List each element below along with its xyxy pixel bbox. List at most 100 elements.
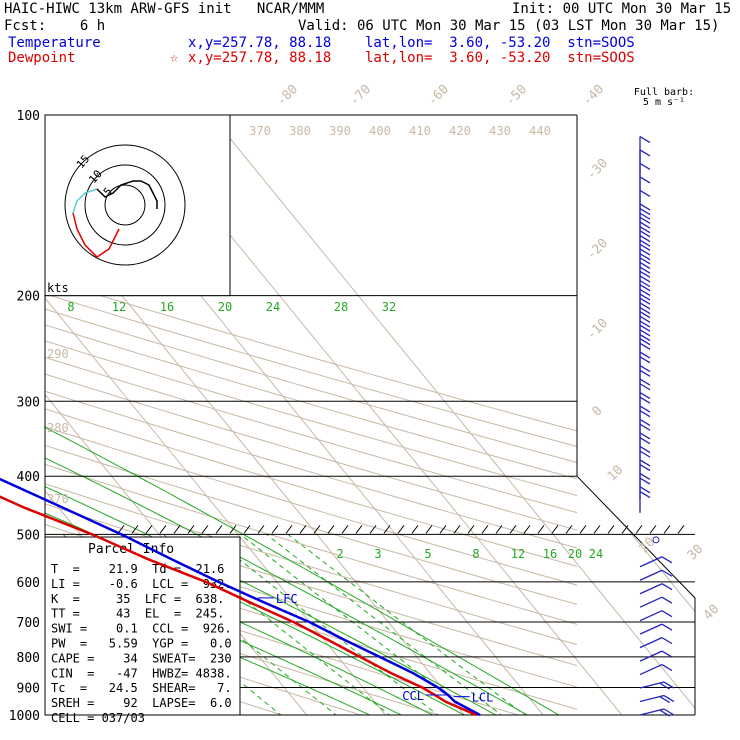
parcel-info-title: Parcel Info	[88, 542, 174, 557]
wind-barb-flag	[639, 257, 651, 265]
parcel-info-row: CIN = -47 HWBZ= 4838.	[51, 666, 232, 680]
dry-adiabat-line	[45, 503, 577, 667]
wind-barb-flag	[661, 596, 673, 604]
pressure-label: 400	[17, 470, 40, 485]
theta-label: 290	[47, 347, 69, 361]
hatch-tick	[551, 525, 559, 534]
wind-barb-flag	[661, 556, 673, 564]
wind-barb-flag	[639, 226, 651, 234]
theta-label: 430	[489, 124, 511, 138]
pressure-label: 800	[17, 651, 40, 666]
wind-barb-flag	[639, 189, 651, 197]
parcel-info-row: K = 35 LFC = 638.	[51, 592, 224, 606]
theta-label: 370	[249, 124, 271, 138]
wind-barb-flag	[661, 623, 673, 631]
moist-adiabat-label: 24	[266, 300, 280, 314]
model-title: HAIC-HIWC 13km ARW-GFS init NCAR/MMM	[4, 1, 325, 17]
hatch-tick	[635, 525, 643, 534]
isotherm-line	[45, 297, 386, 715]
hatch-tick	[453, 525, 461, 534]
hatch-tick	[187, 525, 195, 534]
wind-barb-flag	[639, 320, 651, 328]
mixing-ratio-label: 8	[472, 547, 479, 561]
hatch-tick	[215, 525, 223, 534]
hatch-tick	[369, 525, 377, 534]
moist-adiabat-label: 28	[334, 300, 348, 314]
mixing-ratio-line	[207, 534, 439, 715]
wind-barb-flag	[639, 216, 651, 224]
wind-barb-flag	[663, 708, 675, 716]
hatch-tick	[509, 525, 517, 534]
moist-adiabat-label: 12	[112, 300, 126, 314]
wind-barb-flag	[639, 365, 651, 373]
parcel-info-row: T = 21.9 Td = 21.6	[51, 562, 224, 576]
parcel-info-row: CELL = 037/03	[51, 711, 145, 725]
hatch-tick	[467, 525, 475, 534]
wind-barb-flag	[659, 709, 671, 717]
theta-label: 390	[329, 124, 351, 138]
hatch-tick	[649, 525, 657, 534]
dry-adiabat-line	[45, 612, 363, 715]
isotherm-label: -70	[347, 82, 374, 109]
pressure-label: 500	[17, 528, 40, 543]
mixing-ratio-label: 24	[589, 547, 603, 561]
wind-barb-flag	[639, 342, 651, 350]
wind-barb-column: Full barb:5 m s⁻¹	[634, 87, 694, 717]
wind-barb-flag	[661, 610, 673, 618]
hatch-tick	[663, 525, 671, 534]
wind-barb-flag	[639, 307, 651, 315]
temperature-profile-line	[0, 477, 481, 717]
moist-adiabat-label: 32	[382, 300, 396, 314]
hodograph-upper-trace	[96, 180, 158, 209]
wind-barb-legend-unit: 5 m s⁻¹	[643, 97, 685, 108]
wind-barb-flag	[639, 203, 651, 211]
theta-label: 380	[289, 124, 311, 138]
wind-barb-flag	[639, 253, 651, 261]
hodograph-ring	[64, 144, 186, 266]
right-extension-edge	[576, 475, 696, 715]
hatch-tick	[411, 525, 419, 534]
wind-barb-flag	[639, 234, 651, 243]
lcl-label: LCL	[472, 691, 494, 705]
isotherm-label: -30	[584, 156, 611, 183]
wind-barb-flag	[639, 315, 651, 323]
theta-label: 400	[369, 124, 391, 138]
hatch-tick	[243, 525, 251, 534]
wind-barb-shaft	[639, 569, 663, 581]
isotherm-label: 0	[589, 403, 605, 419]
pressure-label: 700	[17, 616, 40, 631]
wind-barb-flag	[639, 311, 651, 319]
hatch-tick	[425, 525, 433, 534]
wind-barb-flag	[639, 410, 651, 418]
isotherm-label: 40	[701, 602, 723, 624]
pressure-label: 600	[17, 576, 40, 591]
wind-barb-flag	[639, 297, 651, 305]
hatch-tick	[355, 525, 363, 534]
wind-barb-flag	[639, 432, 651, 440]
hodograph-lower-trace	[72, 212, 120, 258]
dry-adiabat-line	[45, 589, 442, 715]
wind-barb-shaft	[639, 637, 663, 649]
dry-adiabat-line	[0, 115, 2, 728]
dry-adiabat-line	[45, 483, 577, 646]
hatch-tick	[131, 525, 139, 534]
wind-barb-flag	[639, 176, 651, 184]
hatch-tick	[383, 525, 391, 534]
dry-adiabat-line	[45, 463, 577, 625]
dewpoint-station-info: x,y=257.78, 88.18 lat,lon= 3.60, -53.20 …	[188, 50, 635, 66]
wind-barb-shaft	[639, 650, 663, 662]
hatch-tick	[201, 525, 209, 534]
wind-barb-flag	[661, 583, 673, 591]
wind-barb-shaft	[639, 583, 663, 595]
dry-adiabat-line	[45, 293, 577, 448]
wind-barb-flag	[639, 261, 651, 270]
hodograph-ring	[104, 184, 146, 226]
parcel-info-row: CAPE = 34 SWEAT= 230	[51, 651, 232, 665]
parcel-info-box: Parcel Info T = 21.9 Td = 21.6LI = -0.6 L…	[44, 536, 241, 725]
wind-barb-flag	[639, 243, 651, 251]
dry-adiabat-line	[45, 278, 577, 432]
hatch-tick	[159, 525, 167, 534]
wind-barb-flag	[639, 369, 651, 377]
